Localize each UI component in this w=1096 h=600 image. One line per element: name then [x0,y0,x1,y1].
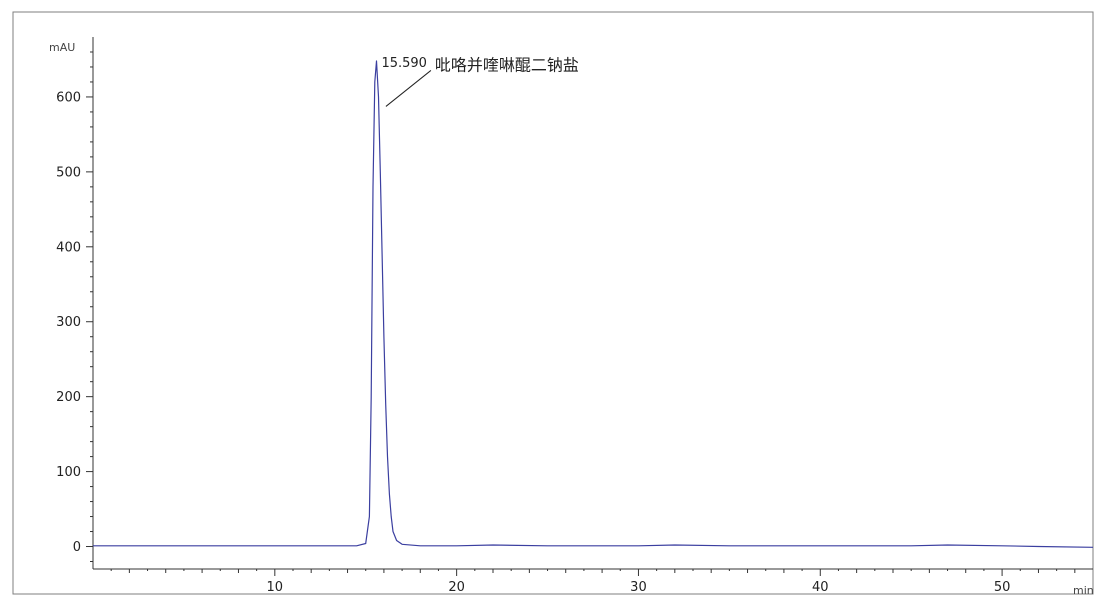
chromatogram-trace [93,60,1094,548]
x-axis-unit-label: min [1073,584,1094,596]
y-tick-label: 400 [56,240,81,255]
y-tick-label: 300 [56,315,81,330]
y-tick-label: 500 [56,165,81,180]
x-tick-label: 50 [994,580,1011,595]
x-tick-label: 40 [812,580,829,595]
y-tick-label: 200 [56,390,81,405]
x-tick-label: 20 [448,580,465,595]
x-tick-label: 30 [630,580,647,595]
axes-layer: 0 100 200 300 400 500 600 10 20 30 40 50 [56,37,1093,595]
peak-retention-time-label: 15.590 [381,56,427,71]
compound-name-label: 吡咯并喹啉醌二钠盐 [435,55,579,74]
chart-outer-border [12,11,1094,595]
x-tick-label: 10 [267,580,284,595]
annotation-layer: 15.590 吡咯并喹啉醌二钠盐 [381,55,579,107]
series-layer [93,60,1094,548]
y-tick-label: 0 [73,540,81,555]
y-tick-label: 600 [56,90,81,105]
y-axis-unit-label: mAU [49,41,75,54]
y-tick-label: 100 [56,465,81,480]
compound-leader-line [385,70,432,107]
